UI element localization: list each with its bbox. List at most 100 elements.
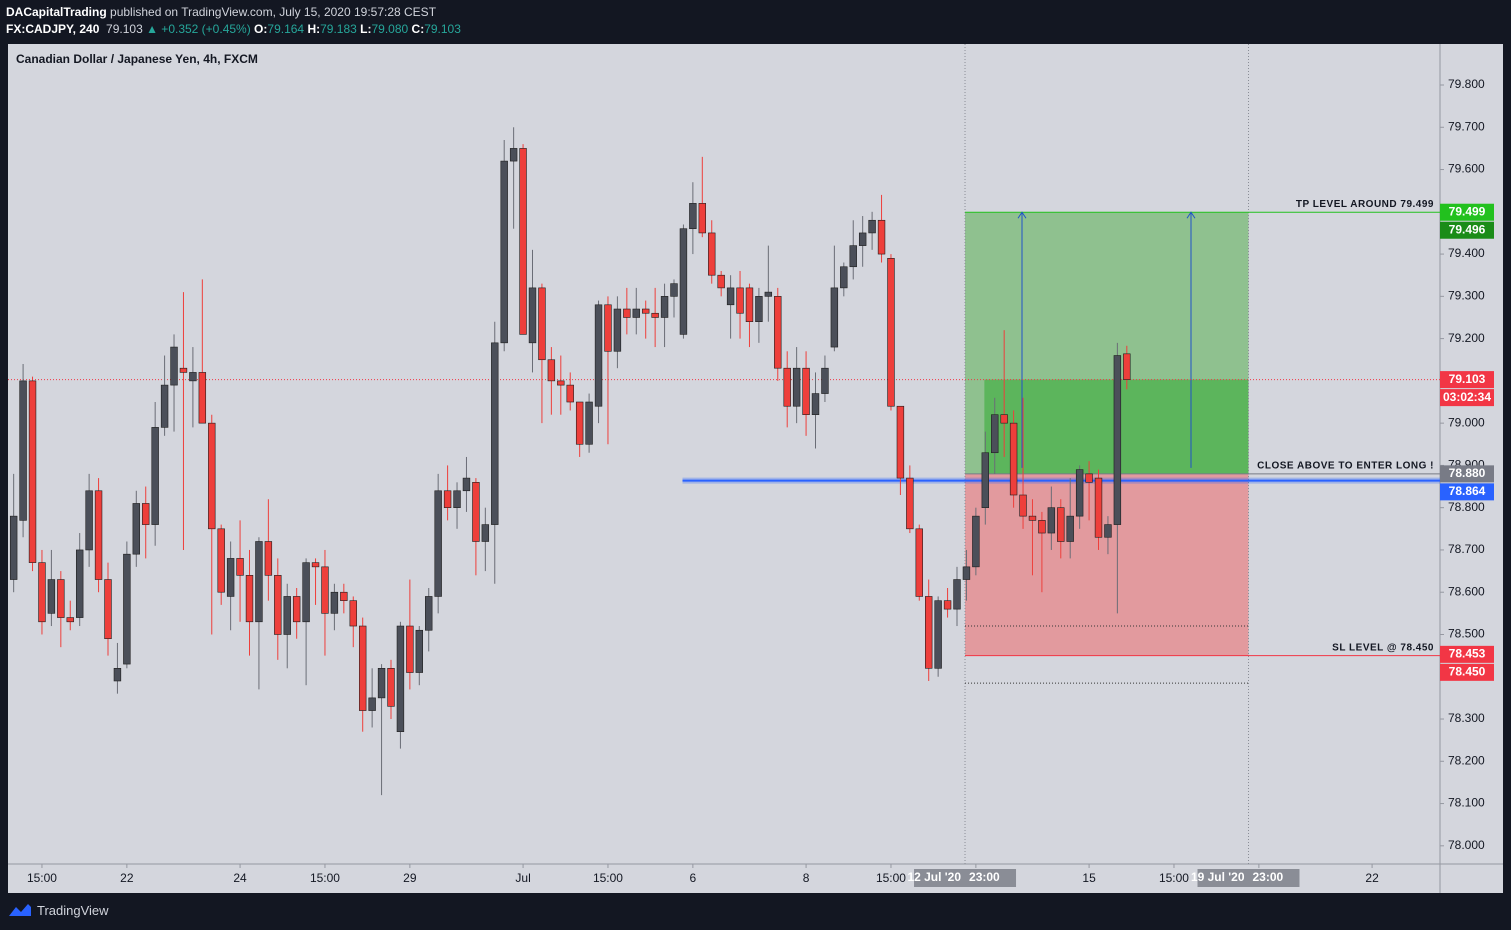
candle-body bbox=[406, 625, 414, 673]
candle-body bbox=[491, 342, 499, 525]
countdown-box bbox=[1440, 389, 1494, 407]
candle-body bbox=[453, 490, 461, 508]
candle-body bbox=[1085, 473, 1093, 483]
support-label: 78.864 bbox=[1449, 484, 1486, 498]
ohlc-value: 79.183 bbox=[320, 22, 357, 36]
candle-body bbox=[1113, 355, 1122, 525]
candle-body bbox=[123, 553, 131, 665]
y-tick-label: 79.200 bbox=[1448, 331, 1485, 345]
current-price-box bbox=[1440, 371, 1494, 389]
candle-body bbox=[783, 367, 791, 407]
candle-body bbox=[547, 359, 556, 382]
y-tick-label: 79.300 bbox=[1448, 289, 1485, 303]
candle-body bbox=[519, 148, 527, 335]
author: DACapitalTrading bbox=[6, 5, 107, 19]
arrow-head bbox=[1186, 211, 1196, 219]
y-tick-label: 79.600 bbox=[1448, 162, 1485, 176]
level-box bbox=[1440, 645, 1494, 663]
level-label: 78.880 bbox=[1449, 466, 1486, 480]
candle-body bbox=[811, 393, 820, 415]
time-label-time: 23:00 bbox=[1253, 870, 1284, 884]
candle-body bbox=[349, 600, 357, 627]
chart-panel bbox=[8, 44, 1503, 893]
level-label: 78.453 bbox=[1449, 647, 1486, 661]
candle-body bbox=[642, 308, 650, 314]
candle-body bbox=[321, 566, 329, 614]
candle-body bbox=[443, 490, 452, 508]
candle-body bbox=[1019, 494, 1027, 517]
logo bbox=[9, 904, 31, 916]
level-label: 79.496 bbox=[1449, 222, 1486, 236]
candle-body bbox=[585, 401, 593, 445]
candle-body bbox=[142, 503, 150, 525]
x-tick-label: Jul bbox=[515, 871, 530, 885]
candle-body bbox=[792, 367, 801, 407]
candle-body bbox=[75, 549, 84, 618]
candle-body bbox=[830, 287, 839, 348]
candle-body bbox=[1000, 414, 1008, 424]
candle-body bbox=[509, 148, 518, 162]
candle-body bbox=[679, 228, 688, 335]
x-tick-label: 15 bbox=[1082, 871, 1096, 885]
candle-body bbox=[557, 380, 565, 386]
candle-body bbox=[311, 562, 320, 568]
header-line-1: DACapitalTrading published on TradingVie… bbox=[6, 5, 436, 19]
candle-body bbox=[170, 346, 178, 386]
candle-body bbox=[179, 367, 188, 373]
ohlc-label: C: bbox=[411, 22, 425, 36]
y-tick-label: 78.000 bbox=[1448, 838, 1485, 852]
y-tick-label: 78.500 bbox=[1448, 627, 1485, 641]
brand: TradingView bbox=[37, 902, 109, 918]
candle-body bbox=[613, 308, 622, 352]
candle-body bbox=[217, 528, 225, 593]
y-tick-label: 79.700 bbox=[1448, 119, 1485, 133]
candle-body bbox=[396, 625, 405, 733]
ohlc-value: 79.080 bbox=[371, 22, 409, 36]
candle-body bbox=[726, 287, 735, 306]
y-tick-label: 79.000 bbox=[1448, 415, 1485, 429]
candle-body bbox=[538, 287, 546, 361]
level-annotation: TP LEVEL AROUND 79.499 bbox=[1296, 199, 1434, 210]
y-tick-label: 78.300 bbox=[1448, 711, 1485, 725]
time-label-box bbox=[1197, 869, 1300, 887]
y-tick-label: 78.600 bbox=[1448, 584, 1485, 598]
candle-body bbox=[132, 503, 140, 555]
level-annotation: CLOSE ABOVE TO ENTER LONG ! bbox=[1257, 461, 1434, 472]
candle-body bbox=[849, 245, 857, 268]
candle-body bbox=[943, 600, 952, 610]
candle-body bbox=[1057, 507, 1065, 542]
candle-body bbox=[245, 575, 254, 623]
y-tick-label: 78.800 bbox=[1448, 500, 1485, 514]
x-tick-label: 22 bbox=[1365, 871, 1379, 885]
x-tick-label: 29 bbox=[403, 871, 417, 885]
x-tick-label: 15:00 bbox=[876, 871, 906, 885]
time-label-date: 12 Jul '20 bbox=[907, 870, 961, 884]
candle-body bbox=[745, 287, 754, 323]
candle-body bbox=[858, 232, 867, 246]
candle-body bbox=[274, 575, 282, 635]
candle-body bbox=[38, 562, 46, 623]
candle-body bbox=[868, 219, 876, 234]
candle-body bbox=[566, 384, 574, 403]
ohlc-label: O: bbox=[254, 22, 268, 36]
candle-body bbox=[689, 203, 697, 230]
level-box bbox=[1440, 663, 1494, 681]
level-box bbox=[1440, 221, 1494, 239]
candle-body bbox=[255, 541, 263, 623]
candle-body bbox=[755, 296, 763, 323]
candle-body bbox=[1038, 520, 1046, 534]
ohlc-label: H: bbox=[307, 22, 321, 36]
chart: Canadian Dollar / Japanese Yen, 4h, FXCM… bbox=[8, 44, 1503, 893]
candle-body bbox=[387, 667, 395, 707]
candle-body bbox=[160, 384, 169, 428]
candle-body bbox=[19, 380, 27, 521]
y-tick-label: 78.200 bbox=[1448, 753, 1485, 767]
candle-body bbox=[28, 380, 37, 563]
candle-body bbox=[104, 579, 112, 640]
candle-body bbox=[340, 591, 348, 601]
published: published on TradingView.com, July 15, 2… bbox=[110, 5, 437, 19]
candle-body bbox=[377, 667, 386, 699]
candle-body bbox=[47, 579, 56, 614]
candle-body bbox=[708, 232, 716, 276]
level-annotation: SL LEVEL @ 78.450 bbox=[1332, 642, 1434, 653]
